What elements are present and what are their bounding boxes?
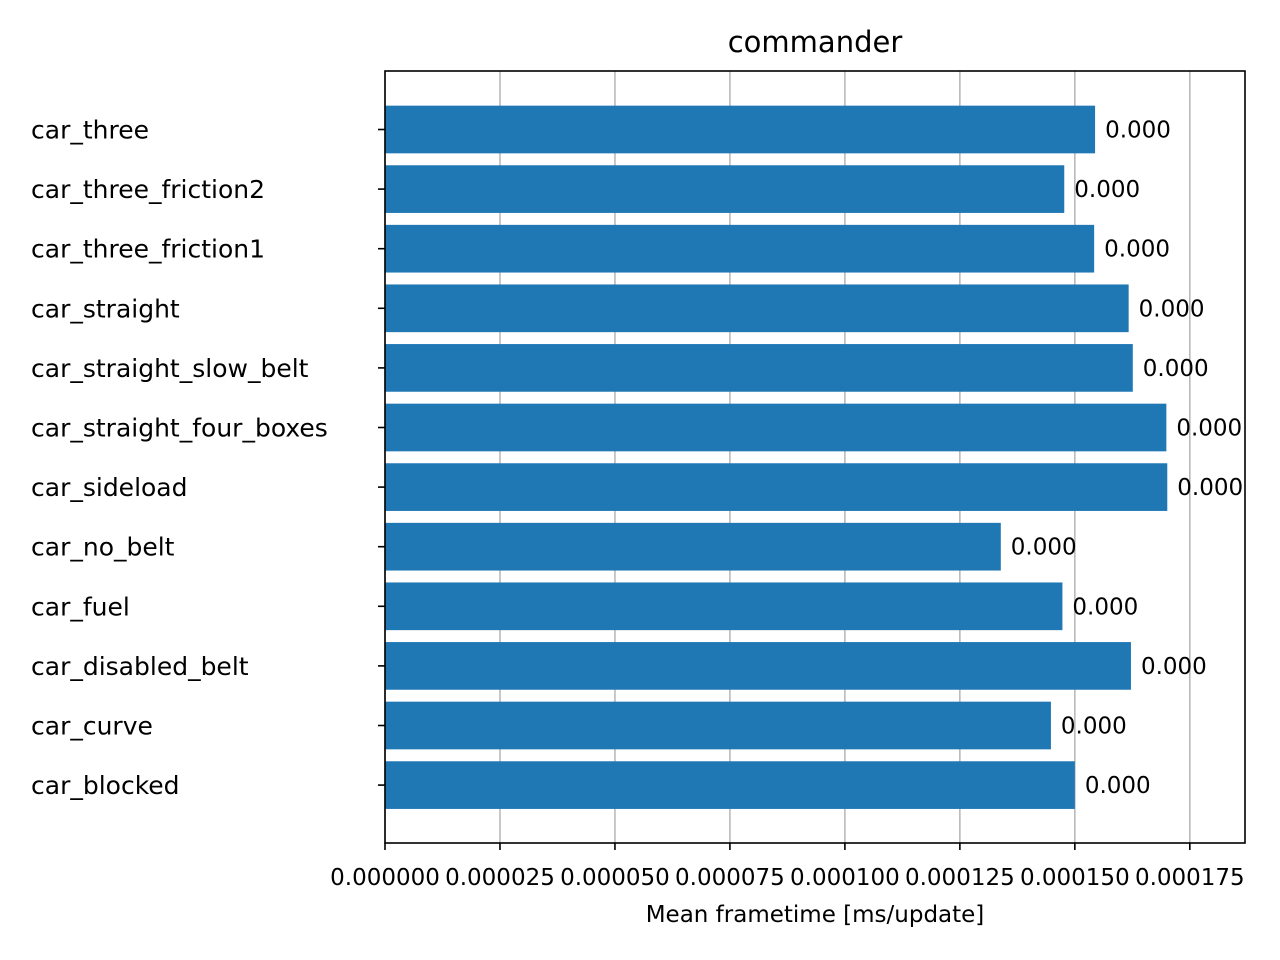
y-tick-label: car_three_friction2 bbox=[31, 175, 265, 204]
bar-value-label: 0.000 bbox=[1072, 594, 1138, 620]
y-tick-label: car_three bbox=[31, 116, 149, 145]
x-tick-label: 0.000000 bbox=[330, 865, 440, 891]
bar bbox=[385, 224, 1095, 273]
x-tick-label: 0.000125 bbox=[905, 865, 1015, 891]
bar bbox=[385, 522, 1001, 571]
y-axis: car_three car_three_friction2 car_three_fr… bbox=[31, 116, 385, 800]
x-tick-label: 0.000025 bbox=[445, 865, 555, 891]
bar-value-label: 0.000 bbox=[1105, 118, 1171, 144]
bar-value-label: 0.000 bbox=[1074, 177, 1140, 203]
bar-value-label: 0.000 bbox=[1011, 535, 1077, 561]
x-tick-label: 0.000100 bbox=[790, 865, 900, 891]
x-tick-label: 0.000150 bbox=[1020, 865, 1130, 891]
bar bbox=[385, 582, 1063, 631]
bar-value-label: 0.000 bbox=[1061, 714, 1127, 740]
bar-value-label: 0.000 bbox=[1141, 654, 1207, 680]
chart-title: commander bbox=[728, 25, 903, 59]
bar bbox=[385, 463, 1168, 511]
bar bbox=[385, 642, 1131, 690]
value-labels: 0.000 0.000 0.000 0.000 0.000 0.000 0.000 0.000… bbox=[1011, 118, 1243, 800]
plot-frame bbox=[384, 70, 1246, 844]
y-tick-label: car_straight bbox=[31, 294, 180, 323]
x-axis-label: Mean frametime [ms/update] bbox=[646, 902, 985, 928]
bar bbox=[385, 344, 1133, 392]
bar bbox=[385, 284, 1129, 333]
y-tick-label: car_no_belt bbox=[31, 533, 175, 562]
y-tick-label: car_blocked bbox=[31, 771, 180, 800]
x-tick-label: 0.000050 bbox=[560, 865, 670, 891]
y-tick-label: car_fuel bbox=[31, 592, 130, 621]
bar bbox=[385, 701, 1051, 750]
bar-value-label: 0.000 bbox=[1085, 773, 1151, 799]
y-tick-label: car_straight_slow_belt bbox=[31, 354, 309, 383]
x-tick-label: 0.000175 bbox=[1135, 865, 1245, 891]
bar bbox=[385, 165, 1065, 213]
bar bbox=[385, 105, 1096, 154]
bar-value-label: 0.000 bbox=[1177, 475, 1243, 501]
bar bbox=[385, 403, 1167, 452]
y-tick-label: car_straight_four_boxes bbox=[31, 414, 328, 443]
x-tick-label: 0.000075 bbox=[675, 865, 785, 891]
bar-value-label: 0.000 bbox=[1104, 237, 1170, 263]
bar-value-label: 0.000 bbox=[1176, 416, 1242, 442]
y-tick-label: car_sideload bbox=[31, 473, 188, 502]
y-tick-label: car_disabled_belt bbox=[31, 652, 249, 681]
y-tick-label: car_curve bbox=[31, 712, 153, 741]
bar-value-label: 0.000 bbox=[1143, 356, 1209, 382]
x-axis: 0.000000 0.000025 0.000050 0.000075 0.000100… bbox=[330, 843, 1245, 891]
bars bbox=[385, 105, 1168, 809]
bar-value-label: 0.000 bbox=[1139, 296, 1205, 322]
y-tick-label: car_three_friction1 bbox=[31, 235, 265, 264]
bar bbox=[385, 761, 1075, 809]
